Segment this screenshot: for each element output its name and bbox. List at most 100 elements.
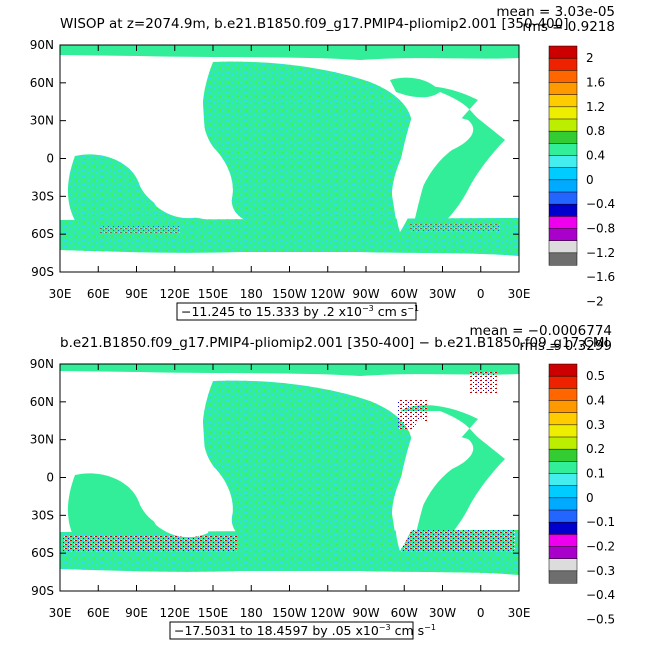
colorbar-swatch — [548, 191, 578, 205]
colorbar-label: −0.4 — [586, 588, 615, 602]
colorbar-swatch — [548, 118, 578, 132]
colorbar-label: 0.4 — [586, 149, 605, 163]
colorbar-swatch — [548, 448, 578, 462]
colorbar-swatch — [548, 179, 578, 193]
colorbar-swatch — [548, 143, 578, 157]
x-tick-label: 90E — [125, 606, 148, 620]
colorbar-swatch — [548, 106, 578, 120]
x-tick-label: 30W — [429, 287, 456, 301]
x-tick-label: 60E — [87, 287, 110, 301]
panel-2-range-box: −17.5031 to 18.4597 by .05 x10−3 cm s−1 — [169, 621, 436, 640]
panel-1-range-unit-exp: −1 — [407, 304, 419, 313]
x-tick-label: 0 — [477, 287, 485, 301]
colorbar-label: −0.1 — [586, 515, 615, 529]
colorbar-label: 1.6 — [586, 76, 605, 90]
y-tick-label: 90N — [30, 357, 54, 371]
panel-1: WISOP at z=2074.9m, b.e21.B1850.f09_g17.… — [30, 4, 615, 321]
y-tick-label: 90S — [31, 584, 54, 598]
colorbar-swatch — [548, 558, 578, 572]
x-tick-label: 60E — [87, 606, 110, 620]
colorbar-swatch — [548, 412, 578, 426]
panel-2-range-unit: cm s — [391, 623, 425, 638]
colorbar-label: −0.3 — [586, 564, 615, 578]
x-tick-label: 90W — [352, 287, 379, 301]
colorbar-swatch — [548, 570, 578, 584]
x-tick-label: 60W — [391, 606, 418, 620]
panel-2-axes: 30E 60E 90E 120E 150E 180 150W 120W 90W 60W 30W 0 30… — [30, 357, 531, 620]
colorbar-swatch — [548, 45, 578, 59]
x-tick-label: 180 — [240, 287, 263, 301]
panel-1-range-unit: cm s — [374, 304, 408, 319]
colorbar-label: −2 — [586, 295, 604, 309]
y-tick-label: 0 — [46, 152, 54, 166]
colorbar-swatch — [548, 363, 578, 377]
colorbar-swatch — [548, 252, 578, 266]
y-tick-label: 30N — [30, 433, 54, 447]
colorbar-swatch — [548, 509, 578, 523]
x-tick-label: 180 — [240, 606, 263, 620]
x-tick-label: 150W — [272, 606, 307, 620]
x-tick-label: 120W — [310, 287, 345, 301]
colorbar-swatch — [548, 461, 578, 475]
colorbar-swatch — [548, 400, 578, 414]
panel-1-title: WISOP at z=2074.9m, b.e21.B1850.f09_g17.… — [60, 16, 569, 32]
panel-1-rms: rms = 0.9218 — [522, 19, 615, 35]
panel-2-colorbar: 0.5 0.4 0.3 0.2 0.1 0 −0.1 −0.2 −0.3 −0.4 −0.5 — [548, 363, 615, 627]
x-tick-label: 30E — [49, 287, 72, 301]
colorbar-label: −0.4 — [586, 197, 615, 211]
y-tick-label: 30N — [30, 114, 54, 128]
colorbar-label: 0 — [586, 173, 594, 187]
colorbar-swatch — [548, 155, 578, 169]
panel-1-range-exp: −3 — [362, 304, 374, 313]
panel-2-rms: rms = 0.3299 — [519, 338, 612, 354]
panel-2: b.e21.B1850.f09_g17.PMIP4-pliomip2.001 [… — [30, 323, 615, 640]
x-tick-label: 120W — [310, 606, 345, 620]
colorbar-label: −1.2 — [586, 246, 615, 260]
panel-1-range-box: −11.245 to 15.333 by .2 x10−3 cm s−1 — [176, 302, 419, 321]
x-tick-label: 120E — [160, 606, 191, 620]
colorbar-swatch — [548, 436, 578, 450]
colorbar-swatch — [548, 82, 578, 96]
colorbar-swatch — [548, 485, 578, 499]
panel-2-range-unit-exp: −1 — [424, 623, 436, 632]
y-tick-label: 60S — [31, 227, 54, 241]
colorbar-swatch — [548, 57, 578, 71]
panel-1-mean: mean = 3.03e-05 — [496, 4, 615, 20]
colorbar-swatch — [548, 216, 578, 230]
colorbar-label: 1.2 — [586, 100, 605, 114]
colorbar-swatch — [548, 167, 578, 181]
panel-1-axes: 30E 60E 90E 120E 150E 180 150W 120W 90W 60W 30W 0 30… — [30, 38, 531, 301]
panel-1-map — [60, 45, 519, 272]
colorbar-label: −0.2 — [586, 540, 615, 554]
colorbar-swatch — [548, 240, 578, 254]
colorbar-swatch — [548, 130, 578, 144]
x-tick-label: 30E — [508, 287, 531, 301]
y-tick-label: 30S — [31, 189, 54, 203]
colorbar-swatch — [548, 497, 578, 511]
panel-1-colorbar: 2 1.6 1.2 0.8 0.4 0 −0.4 −0.8 −1.2 −1.6 −2 — [548, 45, 615, 309]
panel-1-noise-band — [100, 224, 500, 234]
svg-text:−17.5031 to 18.4597 by .05 x10: −17.5031 to 18.4597 by .05 x10−3 cm s−1 — [174, 623, 436, 638]
colorbar-label: −1.6 — [586, 270, 615, 284]
x-tick-label: 30W — [429, 606, 456, 620]
colorbar-swatch — [548, 473, 578, 487]
colorbar-swatch — [548, 203, 578, 217]
x-tick-label: 90E — [125, 287, 148, 301]
panel-1-range-main: −11.245 to 15.333 by .2 x10 — [181, 304, 362, 319]
x-tick-label: 60W — [391, 287, 418, 301]
colorbar-label: 0.2 — [586, 442, 605, 456]
colorbar-swatch — [548, 94, 578, 108]
panel-2-mean: mean = −0.0006774 — [470, 323, 613, 339]
colorbar-label: −0.8 — [586, 222, 615, 236]
colorbar-label: 0 — [586, 491, 594, 505]
y-tick-label: 60S — [31, 546, 54, 560]
panel-2-map — [60, 364, 519, 591]
panel-2-range-exp: −3 — [379, 623, 391, 632]
panel-2-title: b.e21.B1850.f09_g17.PMIP4-pliomip2.001 [… — [60, 335, 609, 351]
colorbar-swatch — [548, 228, 578, 242]
colorbar-swatch — [548, 388, 578, 402]
svg-text:−11.245 to 15.333 by .2 x10−3: −11.245 to 15.333 by .2 x10−3 cm s−1 — [181, 304, 419, 319]
x-tick-label: 150E — [198, 606, 229, 620]
x-tick-label: 30E — [508, 606, 531, 620]
colorbar-label: 2 — [586, 51, 594, 65]
